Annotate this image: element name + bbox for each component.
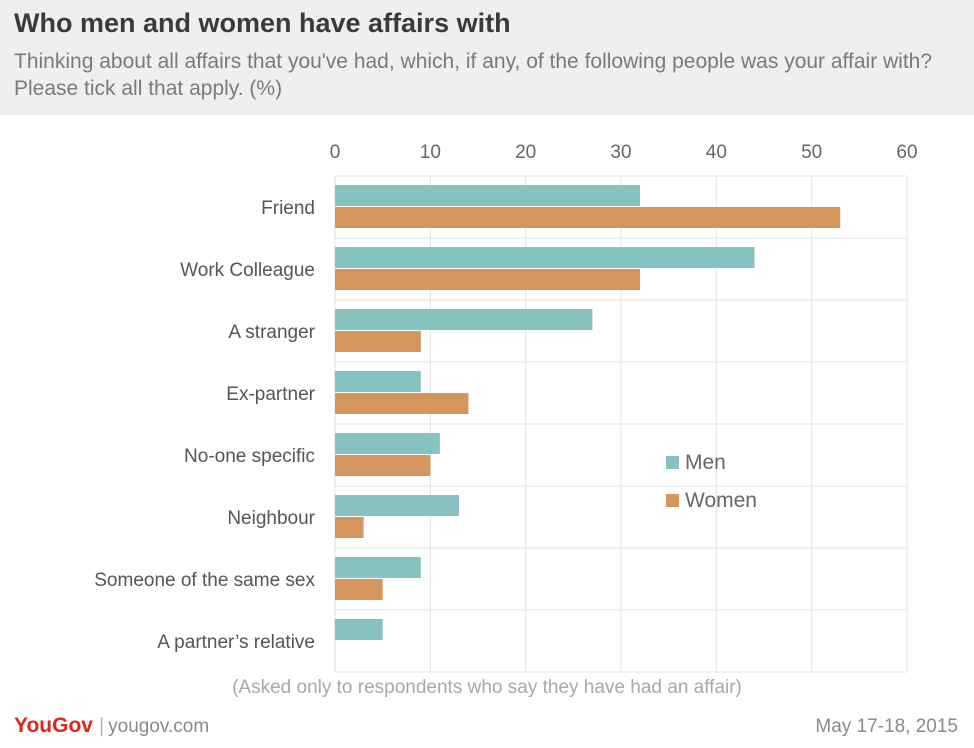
category-label: A stranger [228, 322, 315, 343]
bar-women [335, 517, 364, 538]
chart-subtitle: Thinking about all affairs that you've h… [14, 50, 933, 100]
category-label: A partner’s relative [157, 632, 315, 653]
x-tick-label: 20 [515, 142, 536, 163]
x-tick-label: 0 [330, 142, 341, 163]
bar-men [335, 371, 421, 392]
chart-note: (Asked only to respondents who say they … [232, 677, 742, 698]
bar-men [335, 619, 383, 640]
yougov-logo: YouGov [14, 714, 93, 737]
category-label: Friend [261, 198, 315, 219]
bar-women [335, 207, 841, 228]
legend-swatch [666, 456, 679, 469]
footer-brand: YouGov | yougov.com [14, 714, 209, 738]
bar-men [335, 309, 593, 330]
x-tick-label: 10 [420, 142, 441, 163]
bar-men [335, 247, 755, 268]
category-label: No-one specific [184, 446, 315, 467]
bar-women [335, 455, 431, 476]
header-band: Who men and women have affairs with Thin… [0, 0, 974, 115]
x-tick-label: 50 [801, 142, 822, 163]
category-label: Neighbour [227, 508, 315, 529]
bar-women [335, 331, 421, 352]
chart-title: Who men and women have affairs with [14, 8, 511, 38]
x-tick-label: 40 [706, 142, 727, 163]
footer-date: May 17-18, 2015 [815, 716, 958, 737]
category-label: Ex-partner [226, 384, 315, 405]
legend-label: Women [685, 489, 757, 512]
bar-women [335, 269, 641, 290]
bar-women [335, 393, 469, 414]
x-tick-label: 30 [610, 142, 631, 163]
bar-men [335, 433, 440, 454]
bar-men [335, 495, 459, 516]
bar-men [335, 185, 641, 206]
x-tick-label: 60 [896, 142, 917, 163]
footer-separator: | [98, 715, 105, 737]
footer-site: yougov.com [108, 716, 210, 737]
bar-men [335, 557, 421, 578]
category-label: Work Colleague [180, 260, 315, 281]
legend-swatch [666, 494, 679, 507]
legend-label: Men [685, 451, 726, 474]
bar-women [335, 579, 383, 600]
category-label: Someone of the same sex [94, 570, 315, 591]
